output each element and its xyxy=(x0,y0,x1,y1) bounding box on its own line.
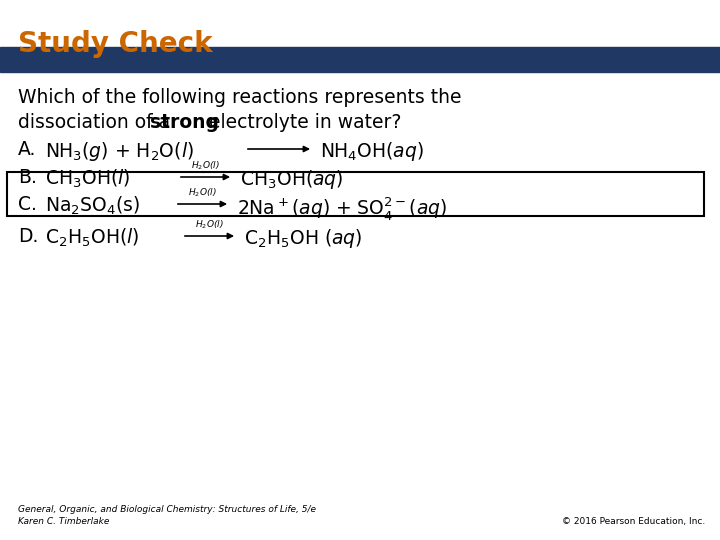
Text: 2Na$^+$($aq$) + SO$_4^{2-}$($aq$): 2Na$^+$($aq$) + SO$_4^{2-}$($aq$) xyxy=(237,195,447,222)
FancyBboxPatch shape xyxy=(7,172,704,216)
Text: strong: strong xyxy=(150,113,219,132)
Bar xyxy=(0,47,720,72)
Text: CH$_3$OH($l$): CH$_3$OH($l$) xyxy=(45,168,130,190)
Text: H$_2$O($l$): H$_2$O($l$) xyxy=(195,219,224,231)
Text: C.: C. xyxy=(18,195,37,214)
Text: C$_2$H$_5$OH($l$): C$_2$H$_5$OH($l$) xyxy=(45,227,140,249)
Text: NH$_3$($g$) + H$_2$O($l$): NH$_3$($g$) + H$_2$O($l$) xyxy=(45,140,194,163)
Text: B.: B. xyxy=(18,168,37,187)
Text: D.: D. xyxy=(18,227,38,246)
Text: H$_2$O($l$): H$_2$O($l$) xyxy=(188,186,217,199)
Text: © 2016 Pearson Education, Inc.: © 2016 Pearson Education, Inc. xyxy=(562,517,705,526)
Text: NH$_4$OH($aq$): NH$_4$OH($aq$) xyxy=(320,140,424,163)
Text: CH$_3$OH($aq$): CH$_3$OH($aq$) xyxy=(240,168,343,191)
Text: Study Check: Study Check xyxy=(18,30,212,58)
Text: dissociation of a: dissociation of a xyxy=(18,113,176,132)
Text: A.: A. xyxy=(18,140,37,159)
Text: Na$_2$SO$_4$(s): Na$_2$SO$_4$(s) xyxy=(45,195,140,217)
Text: Which of the following reactions represents the: Which of the following reactions represe… xyxy=(18,88,462,107)
Text: electrolyte in water?: electrolyte in water? xyxy=(203,113,401,132)
Text: General, Organic, and Biological Chemistry: Structures of Life, 5/e
Karen C. Tim: General, Organic, and Biological Chemist… xyxy=(18,505,316,526)
Text: H$_2$O($l$): H$_2$O($l$) xyxy=(191,159,220,172)
Text: C$_2$H$_5$OH ($aq$): C$_2$H$_5$OH ($aq$) xyxy=(244,227,363,250)
